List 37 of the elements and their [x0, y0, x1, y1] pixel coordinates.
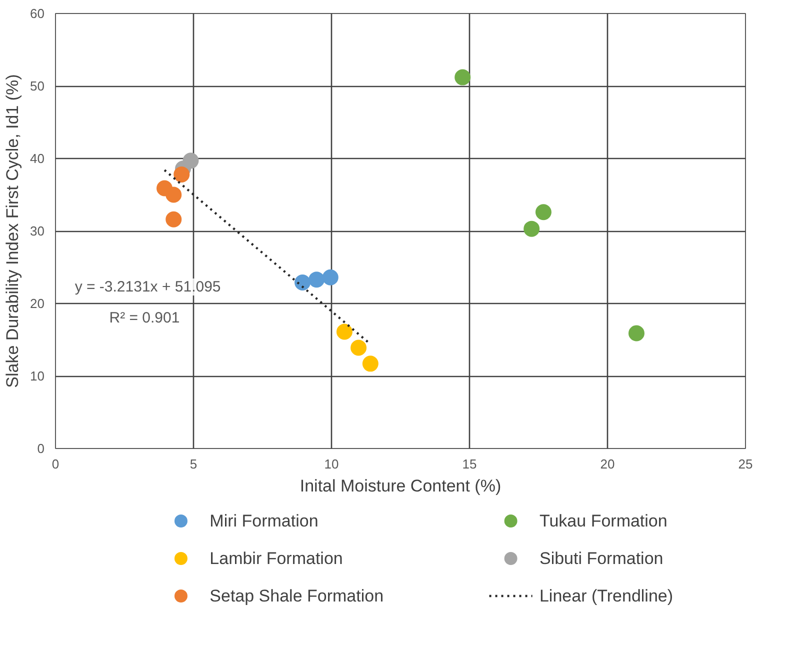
y-tick-label: 20: [30, 296, 45, 311]
legend-label: Sibuti Formation: [539, 549, 664, 568]
point: [308, 272, 325, 288]
point: [628, 325, 644, 342]
x-tick-label: 10: [324, 456, 339, 472]
legend-label: Linear (Trendline): [539, 586, 674, 606]
legend-label: Setap Shale Formation: [210, 586, 384, 606]
point: [362, 356, 378, 372]
point: [166, 211, 182, 228]
point: [454, 69, 471, 86]
y-tick-label: 60: [30, 6, 45, 21]
y-tick-label: 0: [37, 441, 45, 456]
point: [336, 324, 352, 340]
annotation: R² = 0.901: [109, 310, 180, 327]
annotation: y = -3.2131x + 51.095: [74, 278, 221, 296]
point: [350, 340, 367, 356]
y-tick-label: 30: [30, 224, 45, 238]
y-tick-label: 40: [30, 151, 45, 166]
x-tick-label: 0: [52, 456, 60, 472]
x-tick-label: 20: [600, 456, 615, 472]
point: [535, 204, 552, 220]
x-tick-label: 5: [190, 456, 198, 472]
point: [174, 166, 190, 182]
legend-label: Tukau Formation: [539, 512, 668, 530]
point: [322, 269, 338, 286]
x-tick-label: 25: [738, 456, 753, 472]
x-axis-title: Inital Moisture Content (%): [300, 476, 502, 496]
point: [182, 152, 199, 169]
x-tick-label: 15: [462, 456, 477, 472]
point: [294, 274, 311, 290]
legend-label: Miri Formation: [210, 512, 318, 530]
point: [524, 220, 540, 237]
legend-label: Lambir Formation: [210, 549, 343, 568]
y-tick-label: 10: [30, 368, 45, 384]
point: [166, 186, 182, 203]
y-axis-title: Slake Durability Index First Cycle, Id1 (%): [3, 74, 22, 388]
y-tick-label: 50: [30, 78, 45, 94]
